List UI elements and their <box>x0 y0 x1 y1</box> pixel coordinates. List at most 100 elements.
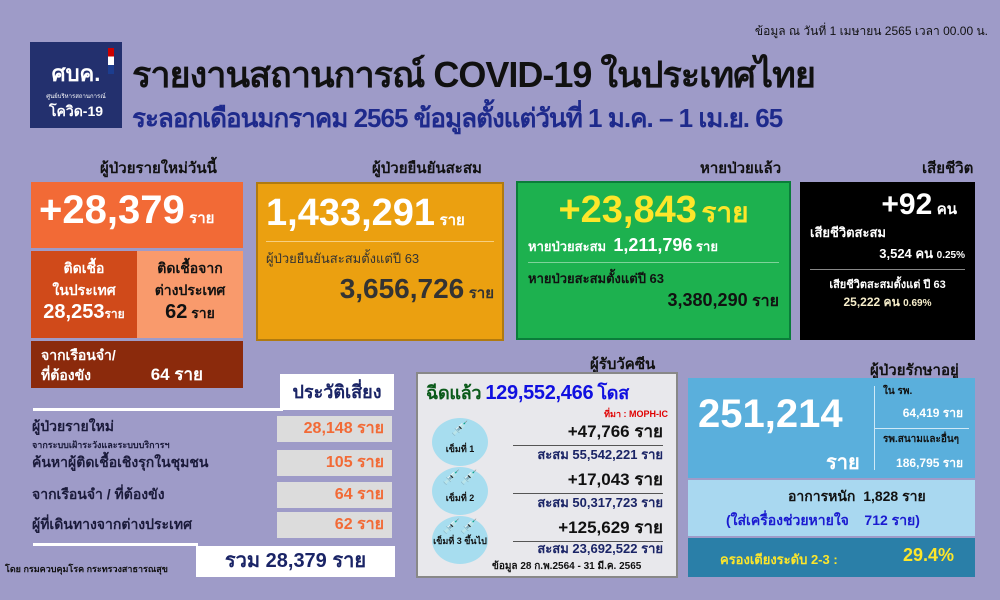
risk-row-label: ผู้ป่วยรายใหม่จากระบบเฝ้าระวังและระบบบริ… <box>32 416 170 452</box>
unit: ราย <box>634 518 663 537</box>
syringe-icon: 💉 <box>451 420 469 436</box>
new-cases-heading: ผู้ป่วยรายใหม่วันนี้ <box>100 160 217 177</box>
dose-3-badge: 💉💉 เข็มที่ 3 ขึ้นไป <box>432 516 488 564</box>
syringe-icon: 💉💉 <box>442 469 478 485</box>
deaths-since-pct: 0.69% <box>903 298 932 309</box>
risk-row-value: 64 ราย <box>277 482 392 508</box>
unit: ราย <box>902 488 926 504</box>
deaths-since: 25,222 <box>843 295 881 309</box>
recovered-today: +23,843 <box>558 189 697 231</box>
value: +17,043 <box>567 470 630 489</box>
unit: ราย <box>174 365 203 384</box>
label: ที่ต้องขัง <box>41 367 91 383</box>
risk-row-value: 105 ราย <box>277 450 392 476</box>
page-title: รายงานสถานการณ์ COVID-19 ในประเทศไทย <box>132 54 816 95</box>
label: สะสม <box>537 541 569 556</box>
report-date: ข้อมูล ณ วันที่ 1 เมษายน 2565 เวลา 00.00… <box>754 24 988 38</box>
label: ต่างประเทศ <box>154 282 226 298</box>
label: อาการหนัก <box>788 488 856 504</box>
label: สะสม <box>537 495 569 510</box>
vent-value: 712 ราย) <box>864 512 920 528</box>
severe-card: อาการหนัก 1,828 ราย (ใส่เครื่องช่วยหายใจ… <box>688 480 975 536</box>
label: เข็มที่ 2 <box>445 493 475 503</box>
bed-occupancy-card: ครองเตียงระดับ 2-3 : 29.4% <box>688 538 975 577</box>
unit: ราย <box>439 212 465 229</box>
unit: ราย <box>942 406 963 420</box>
divider <box>33 543 198 546</box>
unit: คน <box>883 295 900 309</box>
vaccine-period: ข้อมูล 28 ก.พ.2564 - 31 มี.ค. 2565 <box>492 561 642 572</box>
unit: ราย <box>641 541 663 556</box>
syringe-icon: 💉💉 <box>442 518 478 534</box>
label: ฉีดแล้ว <box>426 383 482 403</box>
label: ครองเตียงระดับ 2-3 : <box>720 552 838 567</box>
new-cases-total: +28,379 <box>39 188 185 232</box>
unit: ราย <box>634 422 663 441</box>
label: เข็มที่ 1 <box>445 444 475 454</box>
label: หายป่วยสะสมตั้งแต่ปี 63 <box>528 271 665 286</box>
divider <box>874 428 969 429</box>
cumulative-value: 1,433,291 <box>266 192 436 234</box>
field-value: 186,795 <box>896 456 940 470</box>
label: (ใส่เครื่องช่วยหายใจ <box>726 512 849 528</box>
logo-text: ศบค. <box>51 61 101 86</box>
unit: ราย <box>634 470 663 489</box>
dose-new: +125,629 ราย <box>513 514 663 542</box>
severe-value: 1,828 <box>863 488 899 504</box>
divider <box>33 408 283 411</box>
treatment-heading: ผู้ป่วยรักษาอยู่ <box>870 362 959 379</box>
deaths-today: +92 <box>881 188 933 221</box>
flag-icon <box>108 48 114 74</box>
label: เสียชีวิตสะสมตั้งแต่ ปี 63 <box>829 279 946 291</box>
deaths-card: +92 คน เสียชีวิตสะสม 3,524 คน 0.25% เสีย… <box>800 182 975 340</box>
logo: ศบค. ศูนย์บริหารสถานการณ์ โควิด-19 <box>30 42 122 128</box>
unit: ราย <box>701 197 749 228</box>
label: หายป่วยสะสม <box>528 239 607 254</box>
dose-cum: สะสม 23,692,522 ราย <box>513 538 663 559</box>
vaccine-heading: ผู้รับวัคซีน <box>590 356 656 373</box>
value: +47,766 <box>567 422 630 441</box>
dose-new: +47,766 ราย <box>513 418 663 446</box>
risk-row-label: ค้นหาผู้ติดเชื้อเชิงรุกในชุมชน <box>32 454 209 470</box>
risk-row-value: 28,148 ราย <box>277 416 392 442</box>
unit: ราย <box>942 456 963 470</box>
recovered-since: 3,380,290 <box>667 290 748 310</box>
label: ผู้ป่วยรายใหม่ <box>32 418 115 434</box>
dose-new: +17,043 ราย <box>513 466 663 494</box>
treatment-total: 251,214 <box>698 392 843 436</box>
logo-covid: โควิด-19 <box>48 103 104 119</box>
value: 50,317,723 <box>572 495 638 510</box>
logo-subtext: ศูนย์บริหารสถานการณ์ <box>46 94 106 100</box>
unit: คน <box>936 201 957 218</box>
label: ใน รพ. <box>883 386 913 397</box>
unit: ราย <box>752 293 779 310</box>
value: 55,542,221 <box>572 447 638 462</box>
source-footer: โดย กรมควบคุมโรค กระทรวงสาธารณสุข <box>5 564 168 574</box>
abroad-card: ติดเชื้อจาก ต่างประเทศ 62 ราย <box>137 251 243 338</box>
new-cases-card: +28,379 ราย <box>31 182 243 248</box>
since-label: ผู้ป่วยยืนยันสะสมตั้งแต่ปี 63 <box>266 251 420 266</box>
label: ติดเชื้อ <box>63 260 105 276</box>
abroad-value: 62 <box>165 301 188 323</box>
unit: คน <box>915 246 934 261</box>
recovered-cum: 1,211,796 <box>613 235 693 255</box>
label: รพ.สนามและอื่นๆ <box>883 434 960 445</box>
risk-row-label: ผู้ที่เดินทางจากต่างประเทศ <box>32 516 192 532</box>
label: เข็มที่ 3 ขึ้นไป <box>433 536 487 546</box>
unit: ราย <box>468 285 494 302</box>
sublabel: จากระบบเฝ้าระวังและระบบบริการฯ <box>32 440 170 450</box>
risk-row-label: จากเรือนจำ / ที่ต้องขัง <box>32 486 165 502</box>
bed-value: 29.4% <box>903 545 955 565</box>
recovered-card: +23,843 ราย หายป่วยสะสม 1,211,796 ราย หา… <box>516 181 791 340</box>
label: ในประเทศ <box>52 282 116 298</box>
page-subtitle: ระลอกเดือนมกราคม 2565 ข้อมูลตั้งแต่วันที… <box>132 103 783 133</box>
cumulative-heading: ผู้ป่วยยืนยันสะสม <box>372 160 482 177</box>
risk-row-value: 62 ราย <box>277 512 392 538</box>
risk-total: รวม 28,379 ราย <box>196 546 395 577</box>
unit: ราย <box>104 307 125 321</box>
label: ติดเชื้อจาก <box>157 260 223 276</box>
label: จากเรือนจำ/ <box>41 347 116 363</box>
hosp-value: 64,419 <box>902 406 940 420</box>
dose-cum: สะสม 55,542,221 ราย <box>513 444 663 465</box>
label: สะสม <box>537 447 569 462</box>
